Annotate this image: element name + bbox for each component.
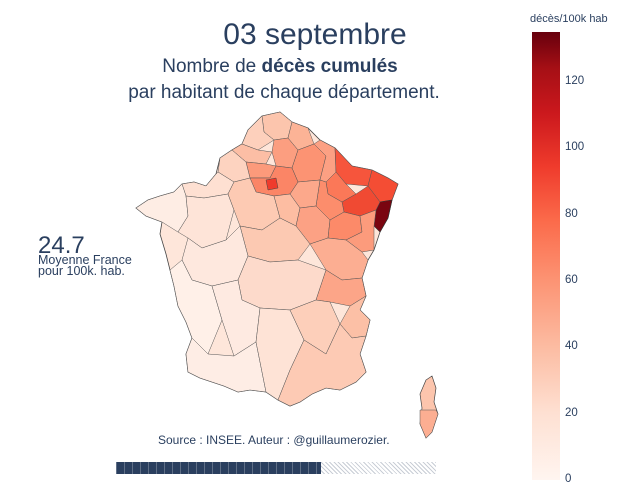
colorbar-tick-0: 0 <box>565 473 572 485</box>
progress-fill <box>116 462 321 474</box>
subtitle-line-1: Nombre de décès cumulés <box>162 56 398 77</box>
colorbar-tick-40: 40 <box>565 340 578 353</box>
colorbar-tick-120: 120 <box>565 74 585 87</box>
colorbar-title: décès/100k hab <box>530 13 608 25</box>
source-credit: Source : INSEE. Auteur : @guillaumerozie… <box>158 433 390 447</box>
colorbar-gradient <box>532 32 560 480</box>
average-value: 24.7 <box>38 232 85 259</box>
corsica-south <box>419 409 439 439</box>
date-title: 03 septembre <box>223 18 407 51</box>
subtitle-bold: décès cumulés <box>261 56 398 77</box>
dept-paris <box>265 177 279 191</box>
subtitle-line-2: par habitant de chaque département. <box>128 82 440 103</box>
colorbar-tick-20: 20 <box>565 406 578 419</box>
colorbar-tick-100: 100 <box>565 141 585 154</box>
corsica <box>419 375 439 439</box>
average-label-1: Moyenne France <box>38 253 132 267</box>
animation-progress-bar[interactable] <box>116 462 436 474</box>
colorbar-tick-80: 80 <box>565 207 578 220</box>
average-label-2: pour 100k. hab. <box>38 264 125 278</box>
mainland-france <box>135 111 399 407</box>
dept-provence <box>277 323 367 407</box>
colorbar-tick-60: 60 <box>565 273 578 286</box>
dept-doubs <box>345 209 377 253</box>
france-choropleth-map[interactable] <box>130 110 460 440</box>
